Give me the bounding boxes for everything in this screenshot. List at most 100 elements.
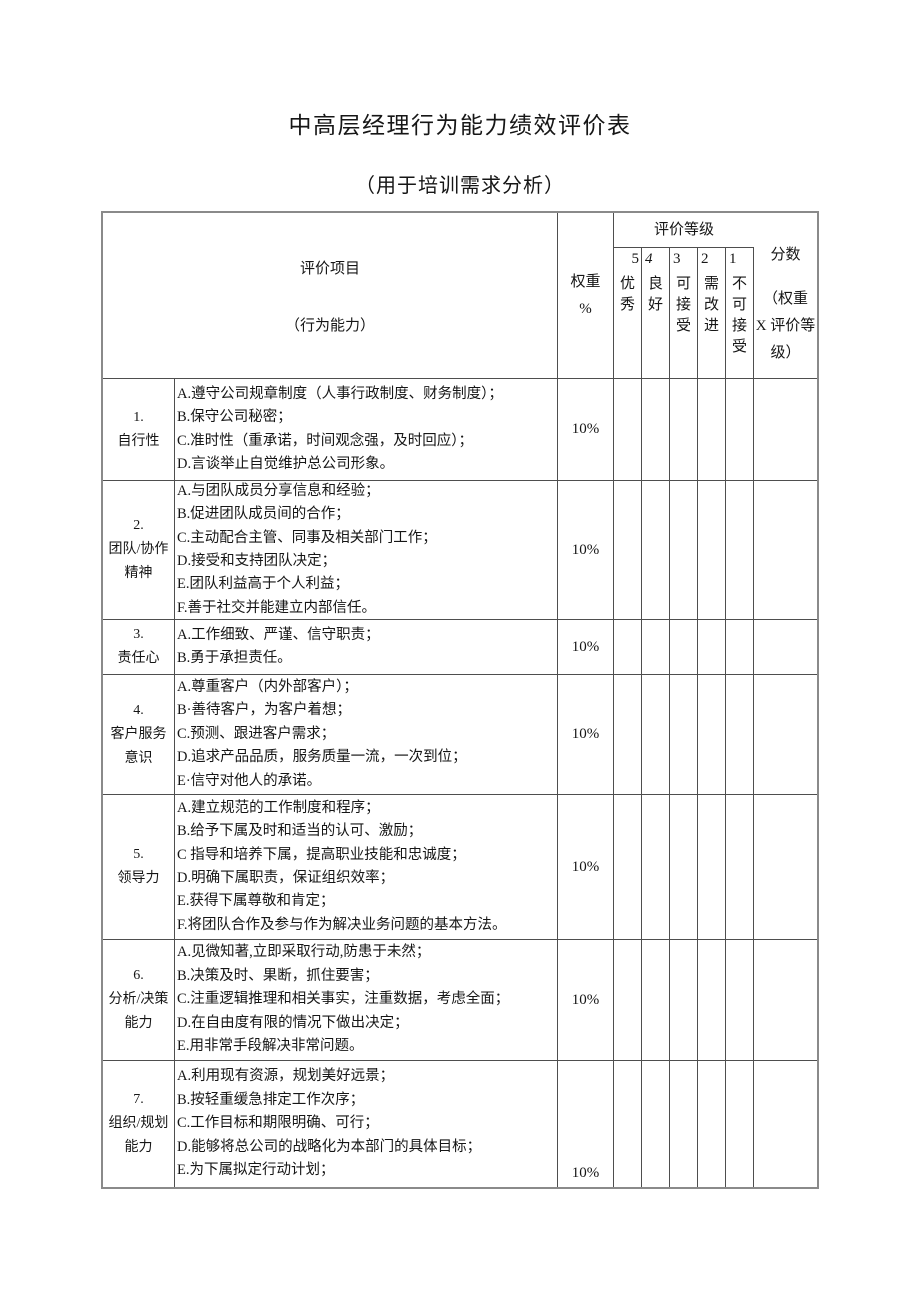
rating-input-cell: [726, 795, 754, 939]
behavior-item: B.给予下属及时和适当的认可、激励；: [177, 823, 423, 840]
score-cell: [754, 620, 817, 674]
header-rating-col: 4 良好: [642, 248, 670, 378]
behavior-item: C 指导和培养下属，提高职业技能和忠诚度；: [177, 846, 466, 863]
behavior-items-cell: A.工作细致、严谨、信守职责； B.勇于承担责任。: [175, 620, 558, 674]
behavior-item: E.用非常手段解决非常问题。: [177, 1038, 364, 1055]
rating-input-cell: [670, 795, 698, 939]
table-row: 5. 领导力 A.建立规范的工作制度和程序； B.给予下属及时和适当的认可、激励； C …: [103, 795, 817, 940]
rating-input-cell: [642, 481, 670, 619]
rating-input-cell: [614, 675, 642, 794]
rating-input-cell: [670, 620, 698, 674]
rating-input-cell: [614, 795, 642, 939]
row-number-category-cell: 5. 领导力: [103, 795, 175, 939]
table-row: 1. 自行性 A.遵守公司规章制度（人事行政制度、财务制度）； B.保守公司秘密； C.…: [103, 379, 817, 481]
behavior-item: A.见微知著,立即采取行动,防患于未然；: [177, 944, 431, 961]
rating-input-cell: [698, 379, 726, 480]
rating-input-cell: [726, 1061, 754, 1187]
score-cell: [754, 675, 817, 794]
header-rating-group: 评价等级 5 优秀 4 良好 3 可接受 2 需改进 1 不可接受: [614, 213, 754, 378]
rating-input-cell: [670, 675, 698, 794]
row-number-category-cell: 7. 组织/规划 能力: [103, 1061, 175, 1187]
header-score-label: 分数: [770, 247, 801, 263]
behavior-items-cell: A.与团队成员分享信息和经验； B.促进团队成员间的合作； C.主动配合主管、同事及…: [175, 481, 558, 619]
weight-cell: 10%: [558, 620, 614, 674]
header-score-formula-line: 级）: [770, 345, 801, 361]
weight-cell: 10%: [558, 379, 614, 480]
behavior-item: A.与团队成员分享信息和经验；: [177, 482, 380, 499]
rating-input-cell: [726, 481, 754, 619]
row-category-label: 分析/决策: [108, 992, 169, 1007]
header-score-cell: 分数 （权重 X 评价等 级）: [754, 213, 817, 378]
behavior-item: B.勇于承担责任。: [177, 650, 292, 666]
behavior-item: D.言谈举止自觉维护总公司形象。: [177, 455, 395, 472]
header-rating-col: 2 需改进: [698, 248, 726, 378]
rating-input-cell: [726, 379, 754, 480]
score-cell: [754, 940, 817, 1060]
rating-input-cell: [614, 481, 642, 619]
behavior-item: D.能够将总公司的战略化为本部门的具体目标；: [177, 1138, 482, 1155]
behavior-item: E.为下属拟定行动计划；: [177, 1162, 335, 1179]
row-number-category-cell: 3. 责任心: [103, 620, 175, 674]
behavior-items-cell: A.见微知著,立即采取行动,防患于未然； B.决策及时、果断，抓住要害； C.注重逻…: [175, 940, 558, 1060]
row-category-label: 团队/协作: [108, 542, 169, 557]
rating-scale-number: 2: [701, 251, 709, 267]
rating-input-cell: [698, 795, 726, 939]
evaluation-table: 评价项目 （行为能力） 权重 % 评价等级 5 优秀 4 良好 3 可接受 2 需改进 1 不可接…: [101, 211, 819, 1189]
rating-input-cell: [614, 620, 642, 674]
table-row: 2. 团队/协作 精神 A.与团队成员分享信息和经验； B.促进团队成员间的合作； C.主…: [103, 481, 817, 620]
weight-value: 10%: [571, 638, 600, 655]
behavior-item: D.明确下属职责，保证组织效率；: [177, 870, 395, 886]
row-number: 1.: [133, 409, 144, 425]
row-number-category-cell: 4. 客户服务 意识: [103, 675, 175, 794]
weight-value: 10%: [571, 1165, 600, 1181]
header-rating-col: 5 优秀: [614, 248, 642, 378]
header-rating-col: 1 不可接受: [726, 248, 754, 378]
row-category-label: 客户服务: [110, 726, 167, 742]
behavior-item: A.工作细致、严谨、信守职责；: [177, 626, 380, 643]
behavior-item: D.在自由度有限的情况下做出决定；: [177, 1014, 409, 1031]
rating-scale-label: 优秀: [619, 276, 635, 313]
behavior-items-cell: A.利用现有资源，规划美好远景； B.按轻重缓急排定工作次序； C.工作目标和期限明…: [175, 1061, 558, 1187]
behavior-items-cell: A.尊重客户（内外部客户）； B·善待客户，为客户着想； C.预测、跟进客户需求； D…: [175, 675, 558, 794]
rating-input-cell: [614, 1061, 642, 1187]
rating-scale-label: 需改进: [703, 276, 719, 334]
table-body: 1. 自行性 A.遵守公司规章制度（人事行政制度、财务制度）； B.保守公司秘密； C.…: [103, 379, 817, 1187]
rating-input-cell: [726, 675, 754, 794]
behavior-item: C.注重逻辑推理和相关事实，注重数据，考虑全面；: [177, 991, 510, 1008]
header-eval-item-line2: （行为能力）: [284, 317, 375, 334]
behavior-item: D.接受和支持团队决定；: [177, 553, 337, 569]
rating-input-cell: [670, 940, 698, 1060]
behavior-item: E·信守对他人的承诺。: [177, 772, 322, 789]
row-number: 4.: [133, 702, 144, 718]
behavior-item: A.尊重客户（内外部客户）；: [177, 678, 358, 695]
rating-input-cell: [670, 481, 698, 619]
row-number: 2.: [133, 518, 144, 533]
rating-scale-label: 良好: [647, 276, 663, 313]
row-number: 7.: [133, 1092, 144, 1107]
rating-input-cell: [698, 1061, 726, 1187]
rating-input-cell: [726, 620, 754, 674]
weight-cell: 10%: [558, 795, 614, 939]
behavior-item: B.按轻重缓急排定工作次序；: [177, 1091, 365, 1108]
rating-input-cell: [614, 379, 642, 480]
rating-input-cell: [642, 620, 670, 674]
header-weight-line2: %: [579, 300, 592, 317]
rating-input-cell: [726, 940, 754, 1060]
behavior-item: A.建立规范的工作制度和程序；: [177, 799, 380, 816]
rating-scale-label: 可接受: [675, 276, 691, 334]
header-score-formula: （权重 X 评价等 级）: [754, 286, 817, 367]
row-number-category-cell: 2. 团队/协作 精神: [103, 481, 175, 619]
rating-input-cell: [642, 675, 670, 794]
behavior-item: F.善于社交并能建立内部信任。: [177, 599, 377, 616]
row-category-label: 领导力: [117, 871, 160, 886]
row-category-label: 组织/规划: [108, 1116, 169, 1131]
rating-input-cell: [642, 795, 670, 939]
behavior-items-cell: A.遵守公司规章制度（人事行政制度、财务制度）； B.保守公司秘密； C.准时性（重…: [175, 379, 558, 480]
rating-input-cell: [642, 379, 670, 480]
header-weight-line1: 权重: [570, 273, 601, 290]
header-weight-cell: 权重 %: [558, 213, 614, 378]
header-eval-item-cell: 评价项目 （行为能力）: [103, 213, 558, 378]
rating-input-cell: [642, 940, 670, 1060]
row-number: 6.: [133, 968, 144, 983]
